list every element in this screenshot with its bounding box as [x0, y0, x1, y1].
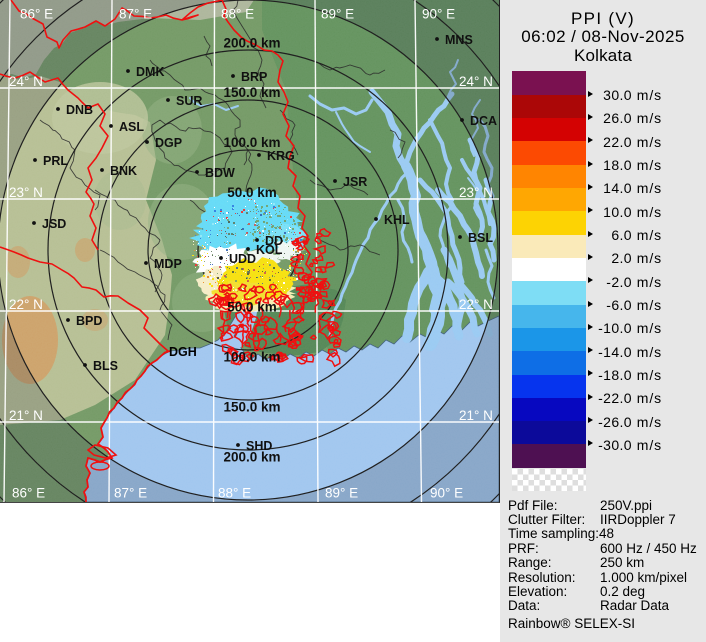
svg-text:DGH: DGH — [169, 345, 197, 359]
